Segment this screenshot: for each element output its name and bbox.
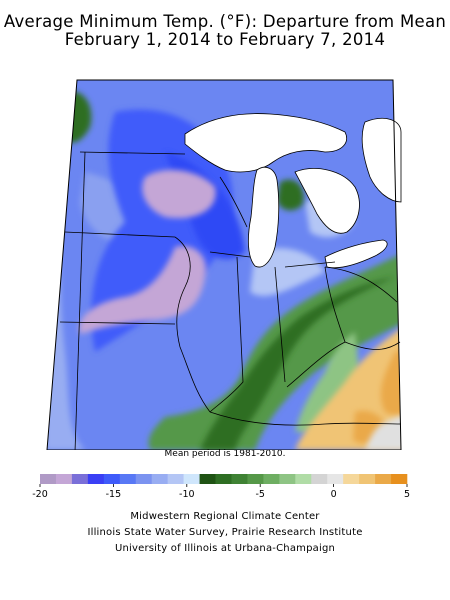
legend-swatch [40,474,57,484]
color-legend: -20 -15 -10 -5 0 5 [32,474,410,500]
legend-swatch [391,474,408,484]
legend-swatch [71,474,89,484]
credit-line-2: Illinois State Water Survey, Prairie Res… [87,527,363,538]
map-title-line-2: February 1, 2014 to February 7, 2014 [64,30,386,49]
legend-swatch [199,474,216,484]
legend-swatch [279,474,296,484]
legend-swatch [231,474,248,484]
legend-swatch [215,474,232,484]
legend-swatch [343,474,360,484]
legend-tick-label: -20 [32,489,48,500]
great-lakes [184,113,402,269]
legend-tick-label: 0 [331,489,337,500]
map-frame [46,79,402,450]
legend-swatch [295,474,312,484]
credit-line-1: Midwestern Regional Climate Center [130,511,320,522]
legend-swatch [103,474,121,484]
legend-swatch [183,474,200,484]
legend-swatch [135,474,152,484]
legend-swatch [311,474,328,484]
legend-ticks: -20 -15 -10 -5 0 5 [32,484,410,500]
legend-tick-label: -5 [255,489,264,500]
legend-swatch [247,474,264,484]
state-boundaries [59,151,402,450]
legend-swatch [263,474,280,484]
credit-line-3: University of Illinois at Urbana-Champai… [114,543,336,554]
temperature-departure-map [25,52,425,450]
legend-swatch [375,474,392,484]
legend-swatch [327,474,344,484]
map-title-line-1: Average Minimum Temp. (°F): Departure fr… [3,12,447,31]
legend-swatches [40,474,408,484]
legend-swatch [359,474,376,484]
legend-swatch [151,474,168,484]
mean-period-note: Mean period is 1981-2010. [164,449,286,459]
legend-tick-label: -10 [179,489,195,500]
legend-swatch [167,474,184,484]
legend-swatch [119,474,137,484]
legend-tick-label: -15 [106,489,122,500]
legend-swatch [87,474,105,484]
legend-swatch [55,474,73,484]
legend-tick-label: 5 [404,489,410,500]
